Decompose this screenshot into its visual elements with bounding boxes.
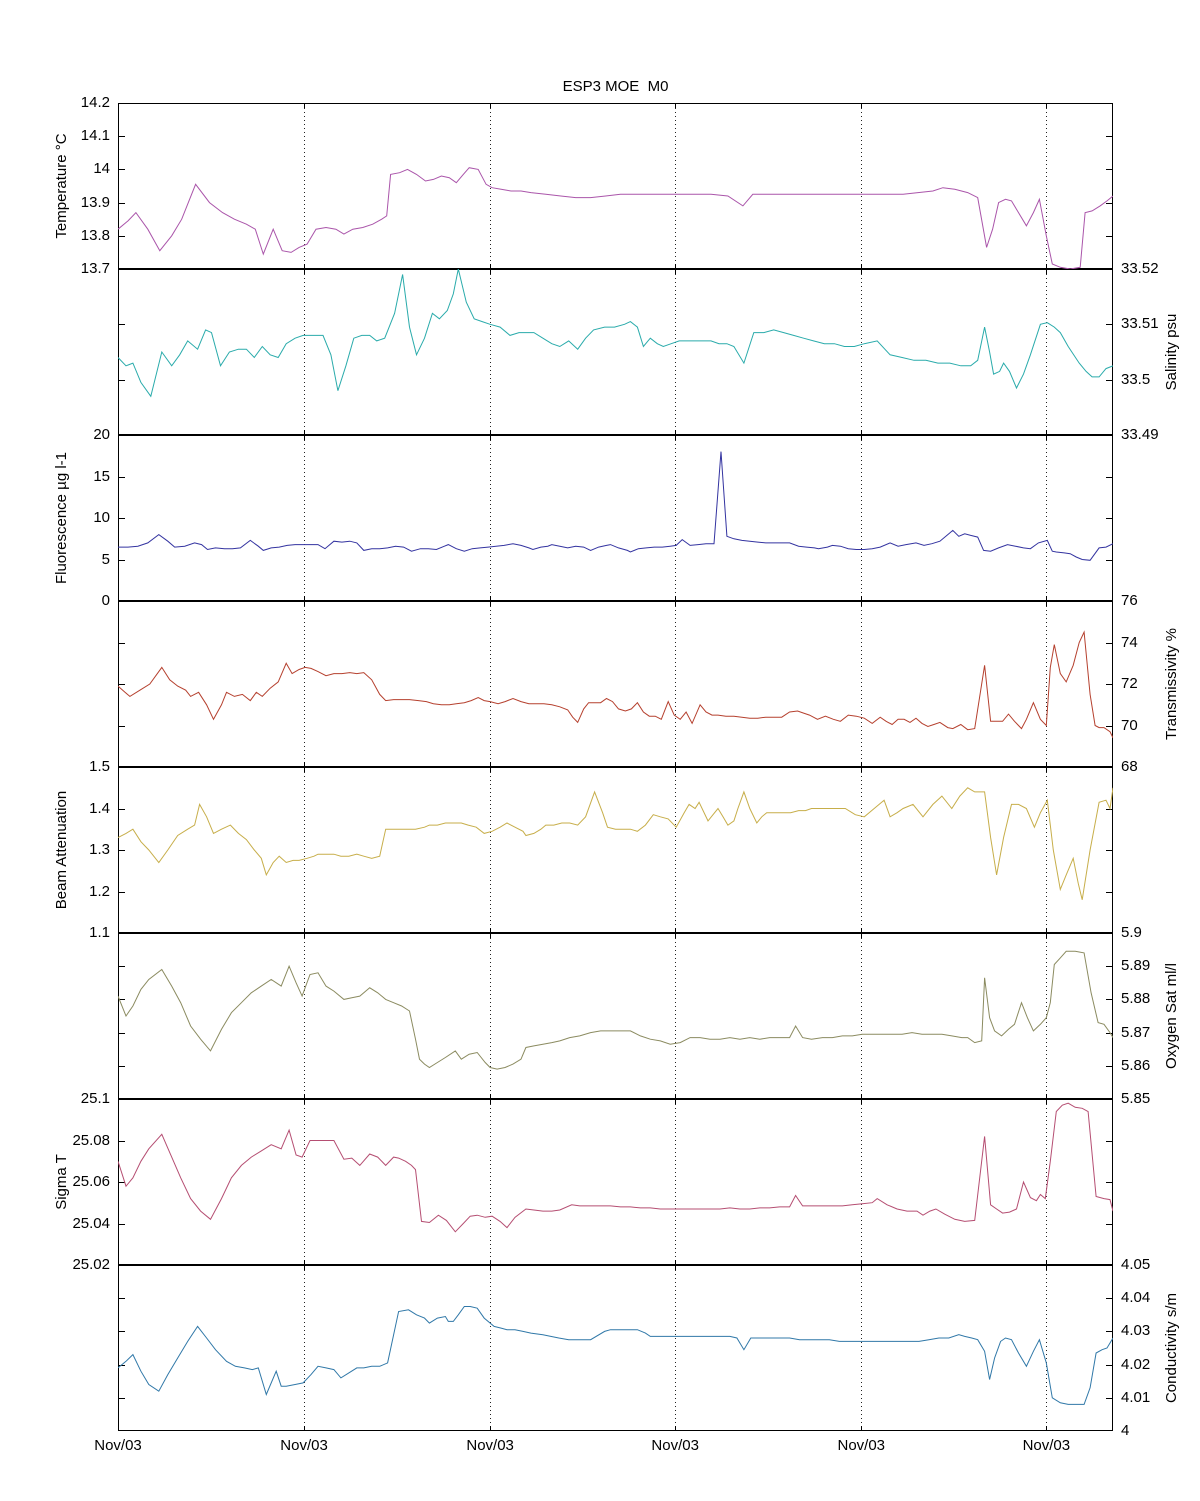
y-tick-label-beam-attenuation: 1.5 xyxy=(89,758,110,775)
sigma-t-line xyxy=(118,1102,1113,1233)
panel-oxygen-sat xyxy=(118,933,1113,1099)
axis-title-sigma-t: Sigma T xyxy=(53,1154,70,1210)
y-tick-label-salinity: 33.5 xyxy=(1121,370,1151,388)
salinity-line xyxy=(118,269,1113,398)
panels-area xyxy=(118,103,1113,1431)
y-tick-label-sigma-t: 25.02 xyxy=(72,1256,110,1273)
beam-attenuation-line xyxy=(118,787,1113,900)
panel-beam-attenuation xyxy=(118,767,1113,933)
y-tick-label-fluorescence: 0 xyxy=(101,592,110,609)
x-tick-label: Nov/03 xyxy=(466,1437,514,1454)
y-tick-label-oxygen-sat: 5.87 xyxy=(1121,1023,1151,1041)
y-tick-label-salinity: 33.52 xyxy=(1121,260,1159,277)
panel-temperature xyxy=(118,103,1113,269)
y-tick-label-conductivity: 4.01 xyxy=(1121,1388,1151,1406)
panel-transmissivity xyxy=(118,601,1113,767)
y-tick-label-beam-attenuation: 1.3 xyxy=(89,841,110,858)
axis-title-oxygen-sat: Oxygen Sat ml/l xyxy=(1163,963,1180,1069)
y-tick-label-transmissivity: 72 xyxy=(1121,675,1138,692)
y-tick-label-conductivity: 4 xyxy=(1121,1422,1130,1439)
y-tick-label-fluorescence: 5 xyxy=(101,550,110,568)
y-tick-label-conductivity: 4.03 xyxy=(1121,1322,1151,1340)
y-tick-label-salinity: 33.49 xyxy=(1121,426,1159,443)
y-tick-label-temperature: 14.1 xyxy=(80,127,110,145)
axis-title-beam-attenuation: Beam Attenuation xyxy=(53,790,70,910)
y-tick-label-sigma-t: 25.04 xyxy=(72,1214,110,1232)
y-tick-label-fluorescence: 10 xyxy=(93,509,110,526)
axis-title-fluorescence: Fluorescence µg l-1 xyxy=(53,451,70,585)
x-tick-label: Nov/03 xyxy=(837,1437,886,1454)
y-tick-label-oxygen-sat: 5.89 xyxy=(1121,957,1151,975)
y-tick-label-oxygen-sat: 5.9 xyxy=(1121,924,1142,941)
panel-sigma-t xyxy=(118,1099,1113,1265)
y-tick-label-oxygen-sat: 5.86 xyxy=(1121,1056,1151,1074)
y-tick-label-beam-attenuation: 1.1 xyxy=(89,924,110,941)
y-tick-label-sigma-t: 25.08 xyxy=(72,1131,110,1149)
x-tick-label: Nov/03 xyxy=(280,1437,328,1454)
x-tick-label: Nov/03 xyxy=(94,1437,142,1454)
y-tick-label-temperature: 13.8 xyxy=(80,226,110,244)
y-tick-label-transmissivity: 70 xyxy=(1121,716,1138,734)
y-tick-label-conductivity: 4.02 xyxy=(1121,1355,1151,1373)
y-tick-label-fluorescence: 15 xyxy=(93,467,110,485)
y-tick-label-conductivity: 4.04 xyxy=(1121,1289,1151,1307)
y-tick-label-temperature: 14 xyxy=(93,160,110,178)
y-tick-label-salinity: 33.51 xyxy=(1121,315,1159,333)
panel-conductivity xyxy=(118,1265,1113,1431)
y-tick-label-transmissivity: 76 xyxy=(1121,592,1138,609)
y-tick-label-conductivity: 4.05 xyxy=(1121,1256,1151,1273)
chart-title: ESP3 MOE M0 xyxy=(562,78,669,95)
fluorescence-line xyxy=(118,451,1113,561)
y-tick-label-transmissivity: 68 xyxy=(1121,758,1138,775)
y-tick-label-transmissivity: 74 xyxy=(1121,633,1138,651)
y-tick-label-sigma-t: 25.06 xyxy=(72,1173,110,1190)
temperature-line xyxy=(118,167,1113,269)
y-tick-label-temperature: 13.7 xyxy=(80,260,110,277)
panel-fluorescence xyxy=(118,435,1113,601)
y-tick-label-sigma-t: 25.1 xyxy=(80,1090,110,1107)
y-tick-label-beam-attenuation: 1.4 xyxy=(89,799,110,817)
panel-salinity xyxy=(118,269,1113,435)
y-tick-label-temperature: 14.2 xyxy=(80,94,110,111)
y-tick-label-fluorescence: 20 xyxy=(93,426,110,443)
transmissivity-line xyxy=(118,630,1113,739)
y-tick-label-beam-attenuation: 1.2 xyxy=(89,882,110,900)
x-tick-label: Nov/03 xyxy=(651,1437,699,1454)
x-tick-label: Nov/03 xyxy=(1022,1437,1071,1454)
axis-title-transmissivity: Transmissivity % xyxy=(1163,628,1180,740)
axis-title-temperature: Temperature °C xyxy=(53,133,70,239)
axis-title-conductivity: Conductivity s/m xyxy=(1163,1292,1180,1404)
oxygen-sat-line xyxy=(118,950,1113,1070)
y-tick-label-oxygen-sat: 5.88 xyxy=(1121,990,1151,1008)
conductivity-line xyxy=(118,1306,1113,1405)
y-tick-label-temperature: 13.9 xyxy=(80,193,110,211)
axis-title-salinity: Salinity psu xyxy=(1163,313,1180,391)
y-tick-label-oxygen-sat: 5.85 xyxy=(1121,1090,1151,1107)
